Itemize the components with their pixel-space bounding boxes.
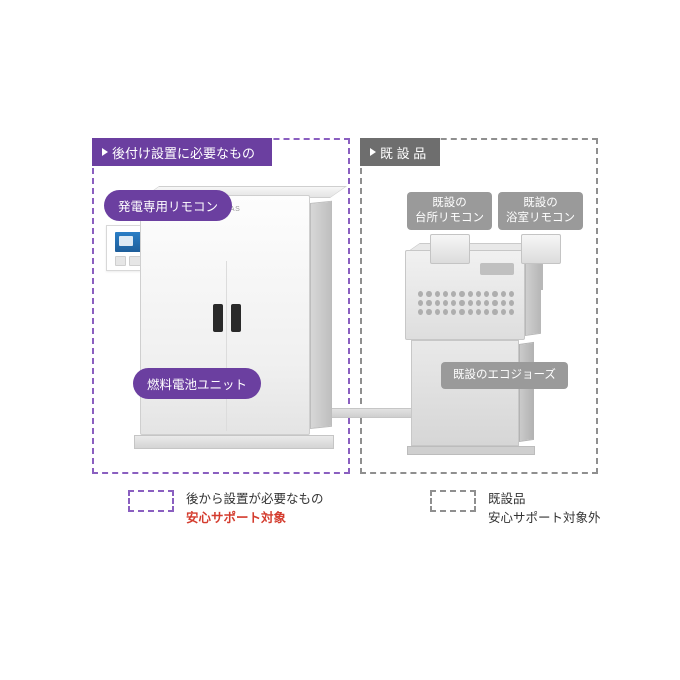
legend-existing: 既設品 安心サポート対象外 [430,490,601,528]
legend-text: 既設品 安心サポート対象外 [488,490,601,528]
legend-retrofit: 後から設置が必要なもの 安心サポート対象 [128,490,324,528]
diagram-canvas: 後付け設置に必要なもの 既 設 品 ▼ TOHO GAS [0,0,680,680]
zone-existing-title: 既 設 品 [380,143,426,162]
existing-kitchen-remote [430,234,470,264]
legend-swatch [430,490,476,512]
triangle-icon [370,148,376,156]
tag-bath-remote: 既設の 浴室リモコン [498,192,583,230]
zone-retrofit-title: 後付け設置に必要なもの [112,143,255,162]
connector-pipe [332,408,412,418]
triangle-icon [102,148,108,156]
boiler-vents [418,291,514,315]
existing-bath-remote [521,234,561,264]
tag-ecojozu: 既設のエコジョーズ [441,362,568,389]
tag-remote: 発電専用リモコン [104,190,232,221]
eco-jozu-boiler [405,250,545,455]
tag-kitchen-remote: 既設の 台所リモコン [407,192,492,230]
zone-retrofit-header: 後付け設置に必要なもの [92,138,272,166]
legend-text: 後から設置が必要なもの 安心サポート対象 [186,490,324,528]
zone-existing-header: 既 設 品 [360,138,440,166]
fuel-cell-unit: ▼ TOHO GAS [140,195,335,455]
tag-fuelcell: 燃料電池ユニット [133,368,261,399]
legend-swatch [128,490,174,512]
